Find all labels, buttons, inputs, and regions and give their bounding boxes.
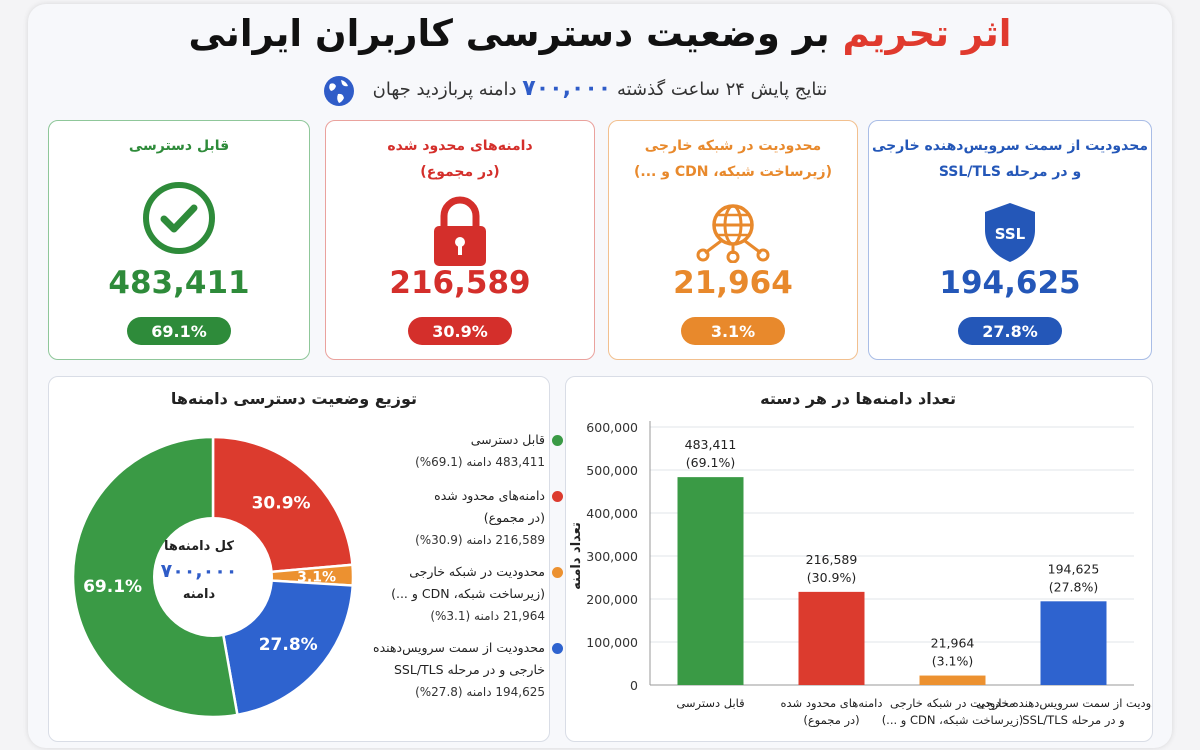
bar-chart: 0 100,000 200,000 300,000 400,000 500,000 600,… [569,420,1152,728]
pie-legend: قابل دسترسی 483,411 دامنه (69.1%) دامنه‌… [349,425,563,735]
bar [1040,601,1107,685]
y-tick-label: 600,000 [586,420,638,435]
pie-center-label: کل دامنه‌ها ۷۰۰,۰۰۰ دامنه [159,535,239,607]
bar [919,675,986,685]
pie-panel: توزیع وضعیت دسترسی دامنه‌ها 30.9% 3.1% 27.… [48,376,563,742]
card-title: محدودیت از سمت سرویس‌دهنده خارجی و در مرح… [872,138,1148,180]
percent-badge: 27.8% [958,317,1062,345]
card-value: 483,411 [108,265,250,301]
center-label-unit: دامنه [182,587,216,602]
legend-dot [552,435,563,446]
x-tick-label: محدودیت در شبکه خارجی [890,696,1015,711]
x-tick-label: محدودیت از سمت سرویس‌دهنده خارجی [976,696,1152,711]
x-tick-label: دامنه‌های محدود شده [781,696,883,711]
bar-percent-label: (69.1%) [686,455,735,470]
percent-badge: 69.1% [127,317,231,345]
card-title: محدودیت در شبکه خارجی (زیرساخت شبکه، CDN … [634,138,832,180]
svg-text:SSL: SSL [995,225,1026,243]
card-title: دامنه‌های محدود شده (در مجموع) [387,138,533,180]
y-tick-label: 0 [630,678,638,693]
bar-panel: تعداد دامنه‌ها در هر دسته 0 100,000 200,00… [565,376,1153,742]
bar-value-label: 21,964 [931,636,975,651]
bar [677,477,744,685]
y-tick-label: 100,000 [586,635,638,650]
card-value: 216,589 [389,265,531,301]
card-value: 194,625 [939,265,1081,301]
y-tick-label: 500,000 [586,463,638,478]
legend-item-external-network: محدودیت در شبکه خارجی (زیرساخت شبکه، CDN… [355,561,563,627]
bar-panel-title: تعداد دامنه‌ها در هر دسته [760,389,956,408]
bar-percent-label: (3.1%) [932,654,974,669]
card-ssl-tls: محدودیت از سمت سرویس‌دهنده خارجی و در مرح… [868,120,1152,360]
network-globe-icon [609,191,857,273]
ssl-shield-icon: SSL [869,191,1151,273]
percent-badge: 3.1% [681,317,785,345]
pie-panel-title: توزیع وضعیت دسترسی دامنه‌ها [170,389,417,408]
x-tick-label: قابل دسترسی [676,696,744,711]
globe-icon [324,76,354,106]
legend-dot [552,491,563,502]
pie-slice-label: 30.9% [252,494,311,514]
y-axis-label: تعداد دامنه [569,522,584,590]
pie-chart: 30.9%3.1%27.8%69.1% [71,435,355,719]
bar-value-label: 216,589 [806,552,858,567]
legend-item-ssl: محدودیت از سمت سرویس‌دهنده خارجی و در مر… [355,637,563,703]
x-tick-label: و در مرحله SSL/TLS [1022,713,1124,728]
percent-badge: 30.9% [408,317,512,345]
page-subtitle: نتایج پایش ۲۴ ساعت گذشته ۷۰۰,۰۰۰ دامنه پ… [372,76,828,101]
card-value: 21,964 [673,265,793,301]
center-label-title: کل دامنه‌ها [164,539,234,554]
center-label-number: ۷۰۰,۰۰۰ [160,560,238,582]
pie-center-hole [153,517,273,637]
y-tick-label: 400,000 [586,506,638,521]
legend-dot [552,643,563,654]
bar-percent-label: (30.9%) [807,570,856,585]
card-title: قابل دسترسی [128,138,230,154]
pie-slice-label: 69.1% [83,577,142,597]
x-tick-label: (زیرساخت شبکه، CDN و ...) [882,713,1024,728]
bar-value-label: 483,411 [685,437,737,452]
pie-slice-label: 27.8% [259,635,318,655]
legend-item-accessible: قابل دسترسی 483,411 دامنه (69.1%) [355,429,563,473]
bar-value-label: 194,625 [1048,561,1100,576]
y-tick-label: 200,000 [586,592,638,607]
card-restricted-total: دامنه‌های محدود شده (در مجموع) 216,589 30… [325,120,595,360]
check-circle-icon [49,177,309,259]
y-tick-label: 300,000 [586,549,638,564]
bar-percent-label: (27.8%) [1049,579,1098,594]
lock-icon [326,191,594,273]
bar [798,591,865,685]
legend-dot [552,567,563,578]
x-tick-label: (در مجموع) [803,713,859,728]
legend-item-restricted: دامنه‌های محدود شده (در مجموع) 216,589 د… [355,485,563,551]
page-title: اثر تحریم بر وضعیت دسترسی کاربران ایرانی [188,12,1012,55]
card-external-network: محدودیت در شبکه خارجی (زیرساخت شبکه، CDN … [608,120,858,360]
card-accessible: قابل دسترسی 483,411 69.1% [48,120,310,360]
